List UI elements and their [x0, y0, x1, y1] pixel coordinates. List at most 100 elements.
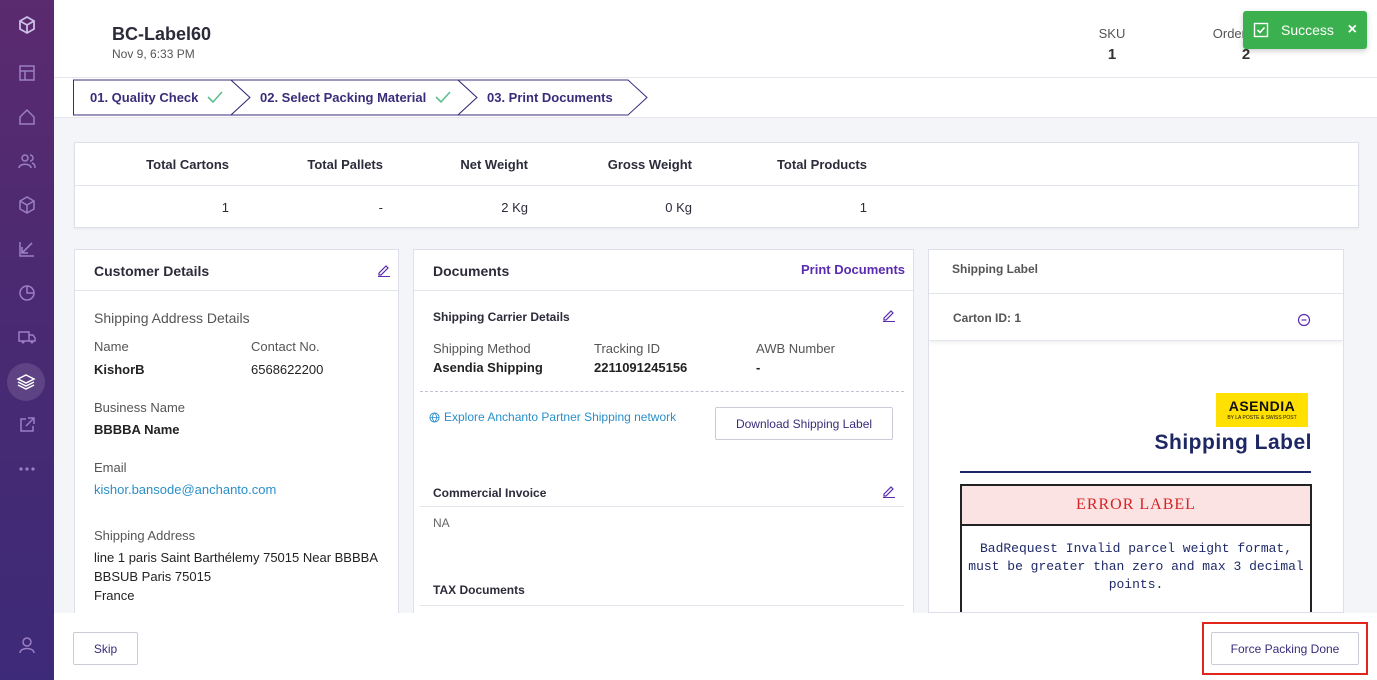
profile-icon[interactable]	[12, 630, 42, 660]
divider	[420, 506, 904, 507]
collapse-icon[interactable]	[1297, 313, 1311, 327]
shipping-address-label: Shipping Address	[94, 528, 196, 543]
email-label: Email	[94, 460, 127, 475]
summary-value: 2 Kg	[501, 200, 528, 215]
email-link[interactable]: kishor.bansode@anchanto.com	[94, 482, 277, 497]
globe-icon	[429, 411, 440, 423]
explore-partner-network-link[interactable]: Explore Anchanto Partner Shipping networ…	[429, 410, 676, 424]
shipping-carrier-details-title: Shipping Carrier Details	[433, 310, 570, 324]
inbound-icon[interactable]	[12, 234, 42, 264]
card-header: Documents Print Documents	[414, 250, 913, 291]
summary-value: 1	[859, 200, 867, 215]
business-name-label: Business Name	[94, 400, 186, 415]
edit-icon[interactable]	[882, 308, 896, 322]
close-icon[interactable]: ×	[1347, 21, 1357, 38]
address-line: France	[94, 588, 135, 603]
error-label-message: BadRequest Invalid parcel weight format,…	[968, 541, 1304, 592]
toast-message: Success	[1281, 22, 1334, 38]
commercial-invoice-value: NA	[433, 516, 450, 530]
page-timestamp: Nov 9, 6:33 PM	[112, 47, 195, 61]
users-icon[interactable]	[12, 146, 42, 176]
stat-label: SKU	[1098, 26, 1126, 41]
name-value: KishorB	[94, 362, 145, 377]
stepper: 01. Quality Check 02. Select Packing Mat…	[54, 78, 1377, 118]
card-header: Customer Details	[75, 250, 398, 291]
home-icon[interactable]	[12, 102, 42, 132]
truck-icon[interactable]	[12, 322, 42, 352]
stat-value: 2	[1241, 46, 1251, 63]
summary-value: 0 Kg	[665, 200, 692, 215]
shipping-label-panel-title: Shipping Label	[952, 262, 1038, 276]
asendia-logo-text: ASENDIA	[1228, 398, 1296, 414]
divider	[420, 605, 904, 606]
divider	[960, 471, 1311, 473]
step-quality-check[interactable]: 01. Quality Check	[90, 90, 199, 105]
print-documents-link[interactable]: Print Documents	[800, 262, 905, 277]
asendia-logo: ASENDIA BY LA POSTE & SWISS POST	[1216, 393, 1308, 427]
sidebar	[0, 0, 54, 680]
check-icon	[207, 91, 223, 104]
more-icon[interactable]	[12, 454, 42, 484]
shipping-method-value: Asendia Shipping	[433, 360, 543, 375]
page-title: BC-Label60	[112, 24, 212, 44]
force-packing-done-button[interactable]: Force Packing Done	[1211, 632, 1359, 665]
documents-card: Documents Print Documents Shipping Carri…	[413, 249, 914, 619]
page-header: BC-Label60 Nov 9, 6:33 PM SKU 1 Order Un…	[54, 0, 1377, 78]
edit-icon[interactable]	[882, 484, 896, 498]
logo-icon[interactable]	[12, 10, 42, 40]
content-area: Total Cartons Total Pallets Net Weight G…	[54, 118, 1377, 619]
awb-number-label: AWB Number	[756, 341, 835, 356]
error-label-title: ERROR LABEL	[962, 486, 1310, 526]
summary-header: Net Weight	[460, 157, 528, 172]
summary-header: Total Pallets	[307, 157, 383, 172]
main-content: BC-Label60 Nov 9, 6:33 PM SKU 1 Order Un…	[54, 0, 1377, 680]
stat-sku: SKU 1	[1062, 26, 1162, 63]
business-name-value: BBBBA Name	[94, 422, 180, 437]
contact-label: Contact No.	[251, 339, 320, 354]
asendia-logo-subtext: BY LA POSTE & SWISS POST	[1227, 415, 1297, 421]
download-shipping-label-button[interactable]: Download Shipping Label	[715, 407, 893, 440]
summary-header: Total Products	[776, 157, 867, 172]
skip-button[interactable]: Skip	[73, 632, 138, 665]
summary-header-row	[75, 143, 1358, 186]
awb-number-value: -	[756, 360, 761, 375]
footer-bar: Skip Force Packing Done	[54, 613, 1377, 680]
divider	[420, 391, 904, 392]
summary-header: Total Cartons	[146, 157, 229, 172]
summary-header: Gross Weight	[607, 157, 692, 172]
address-line: line 1 paris Saint Barthélemy 75015 Near…	[94, 550, 378, 565]
tracking-id-label: Tracking ID	[594, 341, 660, 356]
card-title: Customer Details	[94, 263, 210, 279]
shipping-label-panel: Shipping Label Carton ID: 1 ASENDIA BY L…	[928, 249, 1344, 613]
carton-id: Carton ID: 1	[953, 311, 1022, 325]
step-print-documents[interactable]: 03. Print Documents	[487, 90, 613, 105]
check-icon	[435, 91, 451, 104]
error-label-box: ERROR LABEL BadRequest Invalid parcel we…	[960, 484, 1312, 612]
card-title: Documents	[433, 263, 510, 279]
tax-documents-title: TAX Documents	[433, 583, 525, 597]
success-toast: Success ×	[1243, 11, 1367, 49]
dashboard-icon[interactable]	[12, 58, 42, 88]
customer-details-card: Customer Details Shipping Address Detail…	[74, 249, 399, 619]
shipping-method-label: Shipping Method	[433, 341, 531, 356]
step-select-packing-material[interactable]: 02. Select Packing Material	[260, 90, 427, 105]
explore-label: Explore Anchanto Partner Shipping networ…	[444, 410, 677, 424]
check-square-icon	[1253, 22, 1269, 38]
carton-row[interactable]: Carton ID: 1	[929, 293, 1343, 341]
highlight-box	[1202, 622, 1368, 675]
tracking-id-value: 2211091245156	[594, 360, 688, 375]
summary-value: -	[378, 200, 383, 215]
box-icon[interactable]	[12, 190, 42, 220]
shipping-label-heading: Shipping Label	[1154, 431, 1312, 454]
shipping-address-section-title: Shipping Address Details	[94, 310, 250, 326]
stat-value: 1	[1107, 46, 1117, 63]
contact-value: 6568622200	[251, 362, 324, 377]
summary-table: Total Cartons Total Pallets Net Weight G…	[74, 142, 1359, 228]
edit-icon[interactable]	[377, 263, 391, 277]
layers-icon[interactable]	[7, 363, 45, 401]
commercial-invoice-title: Commercial Invoice	[433, 486, 547, 500]
summary-value: 1	[221, 200, 229, 215]
external-link-icon[interactable]	[12, 410, 42, 440]
reports-icon[interactable]	[12, 278, 42, 308]
name-label: Name	[94, 339, 129, 354]
